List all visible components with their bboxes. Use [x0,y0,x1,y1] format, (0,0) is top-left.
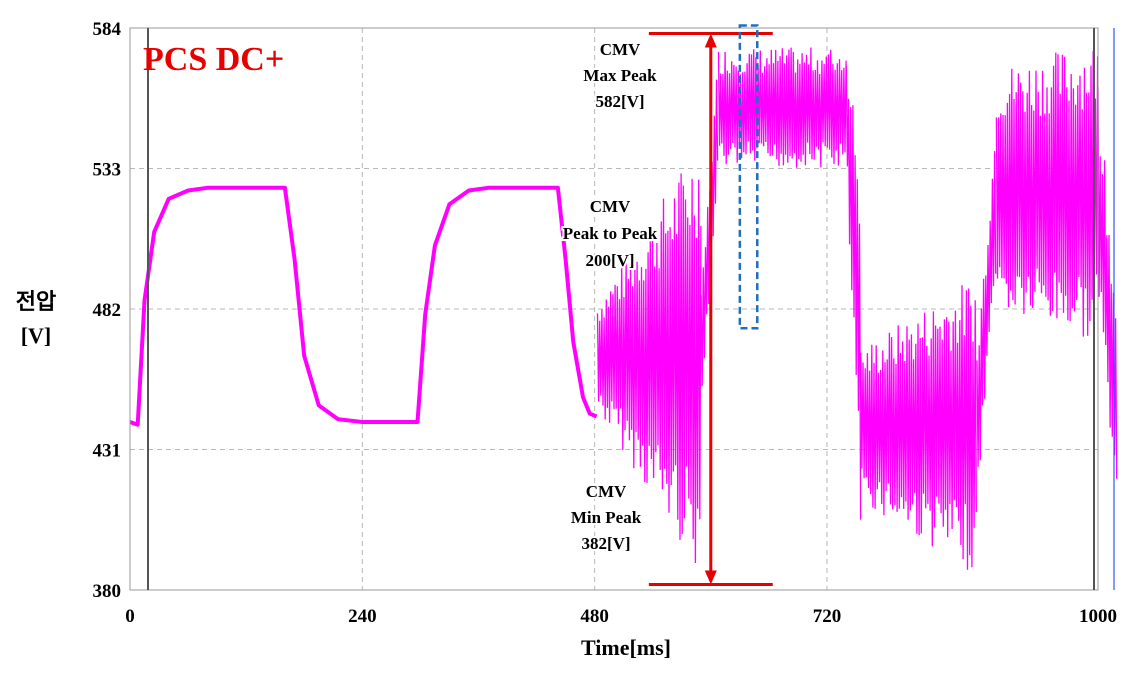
series-line-noisy [995,51,1099,337]
annotation-text: CMV [590,197,631,216]
arrow-head-down [704,570,717,585]
series-line-noisy [596,173,702,564]
x-tick-label: 1000 [1079,606,1117,627]
y-tick-label: 482 [93,300,122,321]
annotation-text: CMV [586,482,627,501]
arrow-head-up [704,33,717,48]
plot-title: PCS DC+ [143,41,284,78]
annotation-text: Min Peak [571,508,642,527]
annotation-text: CMV [600,40,641,59]
y-tick-label: 584 [93,19,122,40]
plot-frame [129,27,1099,591]
x-tick-label: 480 [580,606,609,627]
annotation-layer: CMV Max Peak 582[V] CMV Peak to Peak 200[V] CM… [561,24,773,586]
x-tick-label: 0 [125,606,135,627]
annotation-text: 200[V] [585,251,634,270]
annotation-text: Peak to Peak [563,224,658,243]
y-tick-label: 380 [93,581,122,602]
series-line-noisy [860,285,977,570]
y-axis-title: 전압 [16,289,56,314]
series-line-noisy [976,151,997,467]
y-tick-label: 533 [93,160,122,181]
annotation-text: Max Peak [583,66,657,85]
annotation-text: 382[V] [581,534,630,553]
series-line-noisy [845,65,862,520]
series-line-smooth [129,185,598,427]
y-axis-unit: [V] [21,323,52,348]
highlight-box [738,24,759,330]
annotation-text: 582[V] [595,92,644,111]
x-tick-label: 240 [348,606,377,627]
x-axis-title: Time[ms] [581,635,671,660]
x-tick-label: 720 [813,606,842,627]
y-tick-label: 431 [93,441,122,462]
